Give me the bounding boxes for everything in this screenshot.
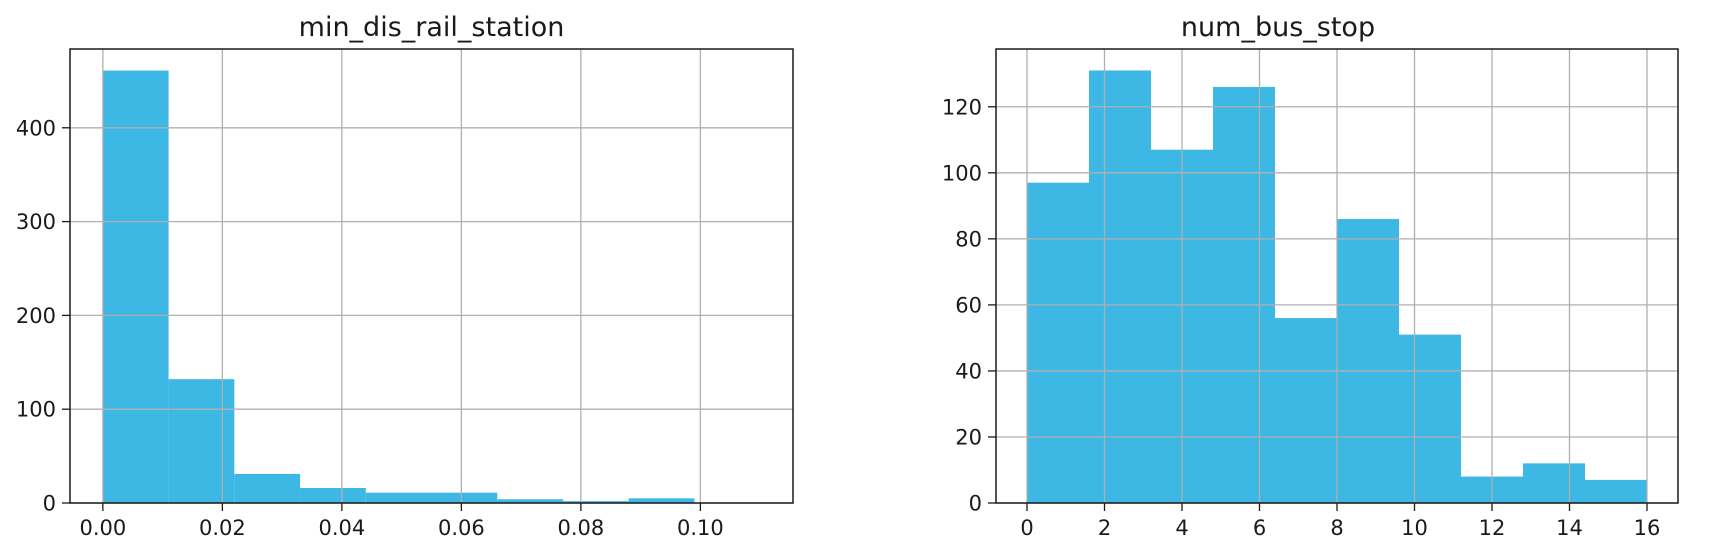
y-tick-label: 40	[955, 359, 982, 383]
histogram-bar	[1213, 86, 1275, 503]
x-tick-label: 0.10	[677, 516, 724, 540]
histogram-bar	[628, 498, 695, 503]
x-tick-label: 4	[1175, 516, 1188, 540]
y-tick-label: 100	[942, 161, 982, 185]
histogram-bar	[1523, 463, 1585, 503]
axes-frame	[995, 48, 1679, 504]
x-tick-label: 0.00	[79, 516, 126, 540]
y-tick-label: 120	[942, 95, 982, 119]
y-tick-label: 400	[16, 116, 56, 140]
histogram-min-dis-rail-station: min_dis_rail_station 0.00 0.02 0.04 0.06 0.0…	[16, 12, 794, 540]
y-tick-label: 0	[969, 492, 982, 516]
histogram-bar	[1337, 219, 1399, 503]
x-tick-label: 2	[1098, 516, 1111, 540]
histogram-bar	[1027, 182, 1089, 503]
x-tick-label: 0.06	[438, 516, 485, 540]
y-tick-label: 300	[16, 210, 56, 234]
x-tick-label: 0.02	[199, 516, 246, 540]
histogram-bar	[300, 487, 366, 503]
histogram-bar	[168, 379, 235, 503]
x-tick-label: 16	[1634, 516, 1661, 540]
x-tick-label: 8	[1330, 516, 1343, 540]
histogram-bar	[1585, 479, 1647, 503]
histogram-bar	[1089, 70, 1151, 503]
x-tick-label: 0	[1020, 516, 1033, 540]
x-tick-label: 10	[1401, 516, 1428, 540]
y-tick-label: 20	[955, 425, 982, 449]
x-tick-label: 14	[1556, 516, 1583, 540]
histogram-bar	[497, 499, 563, 503]
histogram-bar	[431, 492, 498, 503]
histogram-bar	[234, 473, 301, 503]
histogram-bar	[562, 501, 629, 503]
histogram-bar	[1275, 318, 1337, 503]
histogram-bar	[365, 492, 432, 503]
chart-title: num_bus_stop	[1181, 12, 1375, 43]
y-tick-label: 80	[955, 227, 982, 251]
y-tick-label: 100	[16, 398, 56, 422]
histogram-bar	[102, 70, 169, 504]
x-tick-label: 0.08	[557, 516, 604, 540]
y-tick-label: 60	[955, 293, 982, 317]
histogram-bar	[1399, 334, 1461, 503]
x-tick-label: 6	[1253, 516, 1266, 540]
histogram-num-bus-stop: num_bus_stop 0 2 4 6 8 10 12 14 16 0 20 40 60 80 100 12…	[942, 12, 1679, 540]
chart-title: min_dis_rail_station	[299, 12, 565, 43]
axes-frame	[69, 48, 794, 504]
y-tick-label: 200	[16, 304, 56, 328]
y-tick-label: 0	[43, 492, 56, 516]
x-tick-label: 0.04	[318, 516, 365, 540]
x-tick-label: 12	[1479, 516, 1506, 540]
